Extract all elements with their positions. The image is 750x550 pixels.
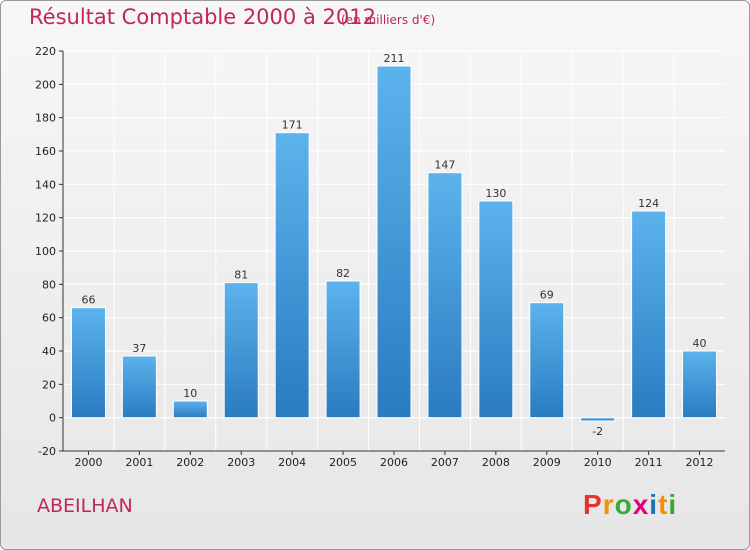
data-label-2012: 40 xyxy=(693,337,707,350)
bar-2008 xyxy=(478,200,514,419)
chart-subtitle: (en milliers d'€) xyxy=(341,13,436,27)
x-tick-label: 2006 xyxy=(380,456,408,469)
x-tick-label: 2010 xyxy=(584,456,612,469)
data-label-2002: 10 xyxy=(183,387,197,400)
data-label-2011: 124 xyxy=(638,197,659,210)
y-tick-label: 140 xyxy=(35,178,56,191)
logo-letter: r xyxy=(602,489,615,520)
x-tick-label: 2012 xyxy=(686,456,714,469)
bar-2003 xyxy=(223,282,259,419)
bar-2012 xyxy=(682,350,718,419)
x-tick-label: 2004 xyxy=(278,456,306,469)
data-label-2006: 211 xyxy=(384,52,405,65)
data-label-2001: 37 xyxy=(132,342,146,355)
y-tick-label: 120 xyxy=(35,212,56,225)
logo-letter: t xyxy=(658,489,669,520)
bar-2009 xyxy=(529,302,565,419)
bar-2010 xyxy=(580,417,616,422)
bar-2000 xyxy=(70,307,106,419)
y-tick-label: 220 xyxy=(35,45,56,58)
y-tick-label: 160 xyxy=(35,145,56,158)
x-tick-label: 2011 xyxy=(635,456,663,469)
proxiti-logo: Proxiti xyxy=(583,489,677,521)
x-tick-label: 2007 xyxy=(431,456,459,469)
y-tick-label: 0 xyxy=(49,412,56,425)
chart-title: Résultat Comptable 2000 à 2012 xyxy=(29,5,376,29)
data-label-2008: 130 xyxy=(485,187,506,200)
y-tick-label: -20 xyxy=(38,445,56,458)
data-label-2003: 81 xyxy=(234,269,248,282)
y-tick-label: 200 xyxy=(35,78,56,91)
logo-letter: i xyxy=(649,489,659,520)
y-tick-label: 60 xyxy=(42,312,56,325)
data-label-2004: 171 xyxy=(282,119,303,132)
x-tick-label: 2008 xyxy=(482,456,510,469)
logo-letter: o xyxy=(614,489,633,520)
y-tick-label: 20 xyxy=(42,378,56,391)
data-label-2005: 82 xyxy=(336,267,350,280)
x-tick-label: 2002 xyxy=(176,456,204,469)
logo-letter: x xyxy=(632,489,650,520)
bar-2005 xyxy=(325,280,361,419)
bar-2011 xyxy=(631,210,667,419)
data-label-2009: 69 xyxy=(540,289,554,302)
bar-2004 xyxy=(274,132,310,419)
commune-name: ABEILHAN xyxy=(37,495,133,517)
bar-2007 xyxy=(427,172,463,419)
data-label-2007: 147 xyxy=(434,159,455,172)
bar-2002 xyxy=(172,400,208,419)
x-tick-label: 2009 xyxy=(533,456,561,469)
bar-2001 xyxy=(121,355,157,419)
x-tick-label: 2003 xyxy=(227,456,255,469)
y-tick-label: 180 xyxy=(35,112,56,125)
y-tick-label: 80 xyxy=(42,278,56,291)
x-tick-label: 2000 xyxy=(74,456,102,469)
logo-letter: P xyxy=(583,489,603,520)
bar-2006 xyxy=(376,65,412,419)
data-label-2010: -2 xyxy=(592,425,603,438)
x-tick-label: 2005 xyxy=(329,456,357,469)
y-tick-label: 100 xyxy=(35,245,56,258)
logo-letter: i xyxy=(668,489,678,520)
x-tick-label: 2001 xyxy=(125,456,153,469)
data-label-2000: 66 xyxy=(81,294,95,307)
y-tick-label: 40 xyxy=(42,345,56,358)
